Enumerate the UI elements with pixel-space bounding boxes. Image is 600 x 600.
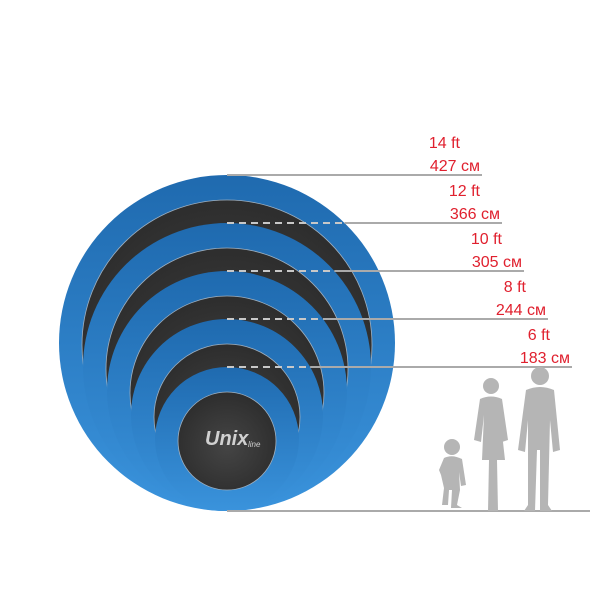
size-label-ft: 10 ft (471, 231, 503, 248)
size-label-ft: 6 ft (528, 327, 551, 344)
people-silhouettes-icon (439, 367, 560, 511)
trampoline-mat-4 (177, 391, 277, 491)
size-label-cm: 427 см (430, 158, 480, 175)
size-label-ft: 12 ft (449, 183, 481, 200)
size-label-cm: 366 см (450, 206, 500, 223)
size-label-cm: 305 см (472, 254, 522, 271)
size-label-cm: 244 см (496, 302, 546, 319)
svg-text:line: line (248, 440, 261, 449)
svg-text:Unix: Unix (205, 428, 249, 450)
size-label-ft: 14 ft (429, 135, 461, 152)
size-label-cm: 183 см (520, 350, 570, 367)
unix-line-logo: Unix line (205, 428, 261, 450)
size-label-ft: 8 ft (504, 279, 527, 296)
